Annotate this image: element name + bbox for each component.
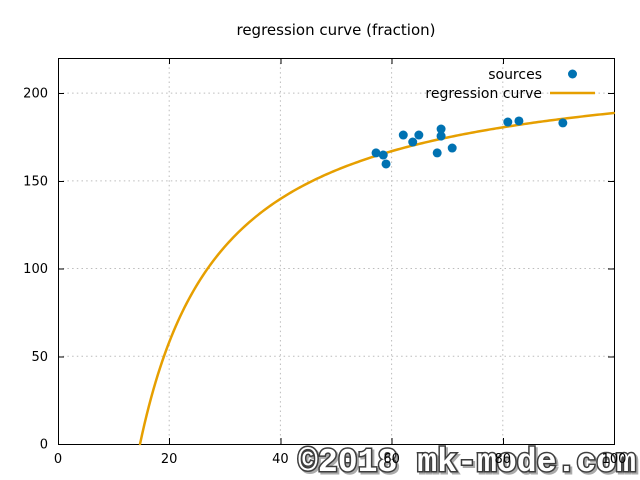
regression-curve-line	[138, 111, 615, 446]
data-point	[436, 124, 446, 134]
chart-title: regression curve (fraction)	[236, 21, 436, 39]
data-point	[436, 131, 446, 141]
y-tick-label: 100	[23, 262, 48, 277]
data-point	[432, 148, 442, 158]
x-tick-label: 100	[601, 452, 627, 467]
data-point	[558, 118, 568, 128]
data-point	[408, 137, 418, 147]
y-tick-label: 50	[31, 350, 48, 365]
data-point	[371, 148, 381, 158]
data-point	[378, 150, 388, 160]
y-tick-label: 200	[23, 87, 48, 102]
legend-label: sources	[488, 67, 542, 83]
data-point	[503, 117, 513, 127]
y-tick-label: 150	[23, 174, 48, 189]
x-tick-label: 80	[494, 452, 512, 467]
data-point	[414, 130, 424, 140]
x-tick-label: 0	[53, 452, 63, 467]
data-point	[447, 143, 457, 153]
legend-label: regression curve	[425, 86, 542, 102]
data-point	[381, 159, 391, 169]
y-tick-label: 0	[40, 438, 48, 453]
x-tick-label: 60	[383, 452, 400, 467]
data-point	[398, 130, 408, 140]
data-point	[514, 116, 524, 126]
plot-border	[58, 58, 615, 445]
legend-point-marker	[568, 69, 577, 79]
x-tick-label: 20	[160, 452, 178, 467]
x-tick-label: 40	[272, 452, 289, 467]
